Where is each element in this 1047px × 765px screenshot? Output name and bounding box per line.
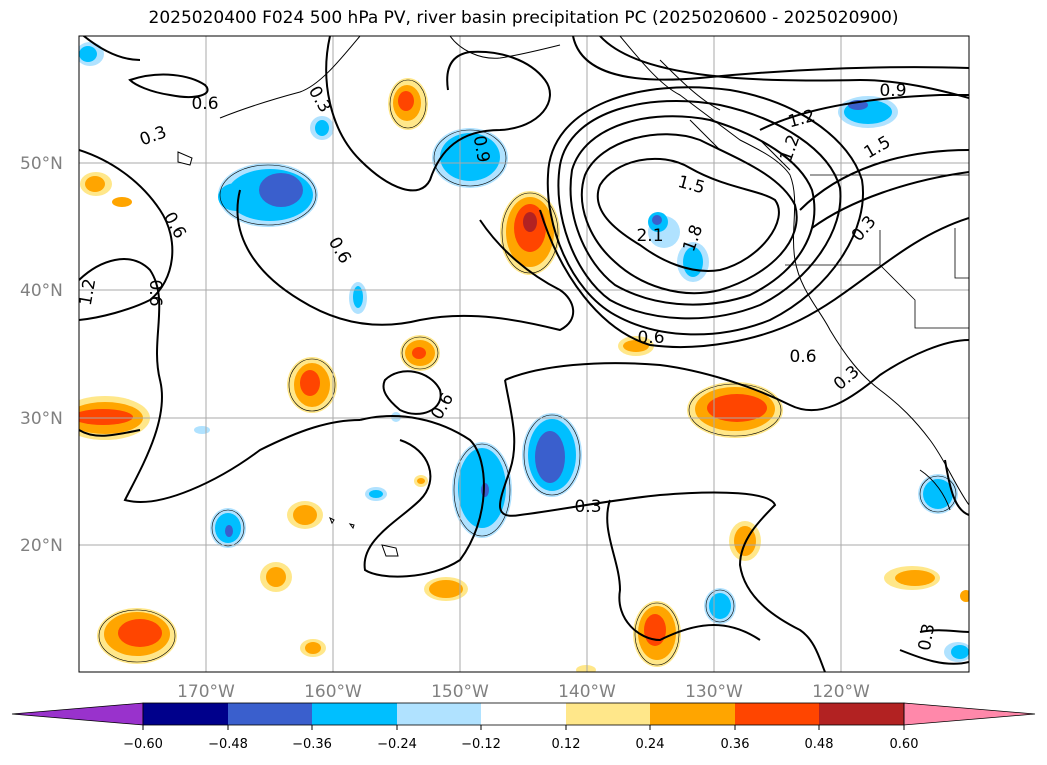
colorbar-bin [735,703,819,725]
pv-contours [79,36,969,672]
contour-label-group: 0.6 0.3 0.6 0.6 0.6 1.2 0.9 0.3 2.1 1.5 … [76,81,939,652]
contour-label: 1.2 [786,106,817,132]
contour-label: 0.6 [145,279,165,306]
graticule [79,36,969,672]
lat-label-50n: 50°N [20,154,63,174]
colorbar-tick-label: −0.24 [377,737,417,752]
contour-label: 0.3 [830,362,864,395]
map-title: 2025020400 F024 500 hPa PV, river basin … [148,8,899,28]
contour-label: 0.9 [469,134,493,164]
lon-label-160w: 160°W [304,682,362,702]
lon-label-170w: 170°W [177,682,235,702]
colorbar-bin [650,703,735,725]
colorbar-bin [143,703,228,725]
contour-label: 1.5 [861,132,894,163]
borders [785,174,969,329]
lat-label-20n: 20°N [20,536,63,556]
precip-outlines [98,79,957,666]
colorbar-over-triangle [903,702,1036,726]
colorbar-bin [397,703,481,725]
lon-label-140w: 140°W [558,682,616,702]
colorbar-bin [228,703,312,725]
contour-label: 1.2 [76,277,100,307]
lon-label-130w: 130°W [685,682,743,702]
colorbar-tick-label: −0.12 [461,737,501,752]
contour-label: 0.3 [848,212,881,246]
lat-label-40n: 40°N [20,281,63,301]
contour-label: 0.3 [574,497,601,517]
contour-label: 0.3 [915,622,939,652]
map-frame [78,35,970,673]
colorbar-tick-label: 0.36 [721,737,750,752]
colorbar-tick-label: −0.48 [208,737,248,752]
contour-label: 0.6 [191,94,218,114]
colorbar-tick-label: 0.12 [552,737,581,752]
precip-negative-patches [79,42,969,662]
islands [177,151,399,557]
colorbar-tick-label: 0.60 [890,737,919,752]
colorbar-under-triangle [11,702,144,726]
colorbar-tick-label: −0.36 [292,737,332,752]
colorbar-tick-label: 0.24 [636,737,665,752]
lon-label-120w: 120°W [812,682,870,702]
lat-label-30n: 30°N [20,409,63,429]
contour-label: 0.6 [637,328,664,348]
colorbar-tick-label: −0.60 [123,737,163,752]
colorbar-bin [312,703,397,725]
precip-positive-patches [79,78,969,672]
colorbar-bin [819,703,904,725]
colorbar-tick-label: 0.48 [805,737,834,752]
contour-label: 0.6 [789,347,816,367]
contour-label: 0.3 [137,122,169,150]
contour-label: 2.1 [636,226,663,246]
colorbar: −0.60 −0.48 −0.36 −0.24 −0.12 0.12 0.24 … [11,702,1036,752]
colorbar-bin [566,703,650,725]
colorbar-frame [142,702,905,726]
colorbar-bin [481,703,566,725]
lon-label-150w: 150°W [431,682,489,702]
contour-label: 0.6 [324,234,355,267]
coastlines [219,36,969,511]
contour-label: 0.9 [879,81,906,101]
contour-label: 1.5 [676,172,707,198]
map-area [79,36,969,672]
